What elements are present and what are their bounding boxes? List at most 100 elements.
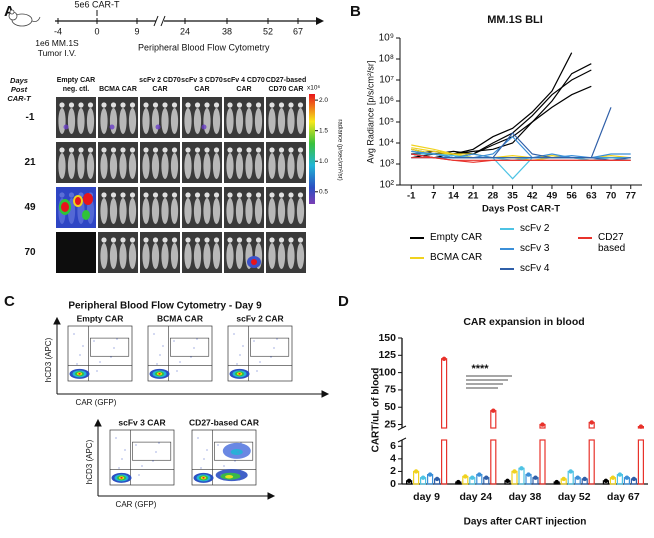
mouse-body	[161, 153, 169, 179]
event-dot	[138, 474, 140, 476]
mouse-head	[288, 237, 294, 243]
mouse-head	[213, 147, 220, 153]
event-dot	[124, 449, 126, 451]
mouse-head	[120, 192, 126, 198]
mouse-head	[288, 147, 294, 153]
signal-blob	[83, 193, 93, 205]
data-line	[411, 135, 631, 159]
x-tick-label: day 67	[607, 491, 640, 503]
mouse-head	[297, 192, 304, 198]
mouse-body	[151, 198, 160, 224]
data-line	[411, 107, 612, 159]
event-dot	[239, 354, 241, 356]
mouse-head	[110, 237, 117, 243]
timeline-arrow	[316, 17, 324, 25]
event-dot	[259, 361, 261, 363]
mouse-body	[142, 108, 150, 134]
legend-label: scFv 3	[520, 243, 550, 254]
mouse-body	[277, 153, 286, 179]
mouse-head	[171, 102, 178, 108]
mean-dot	[533, 475, 538, 480]
mouse-head	[288, 102, 294, 108]
bli-image	[56, 232, 96, 273]
panel-label: B	[350, 3, 361, 20]
mouse-head	[129, 102, 136, 108]
mouse-head	[143, 192, 149, 198]
mouse-body	[100, 108, 108, 134]
mouse-body	[245, 108, 253, 134]
mouse-body	[287, 153, 295, 179]
legend-label: scFv 4	[520, 263, 550, 274]
mouse-head	[120, 147, 126, 153]
mouse-head	[194, 192, 201, 198]
signal-blob	[75, 197, 81, 205]
mouse-body	[151, 153, 160, 179]
mouse-head	[162, 237, 168, 243]
timeline-tick-label: 24	[180, 26, 190, 36]
event-dot	[113, 347, 115, 349]
plot-title: BCMA CAR	[157, 313, 203, 323]
mouse-body	[203, 153, 211, 179]
significance: ****	[471, 363, 489, 375]
colorbar-tick-label: 2.0	[319, 97, 328, 104]
mouse-body	[235, 198, 244, 224]
mouse-head	[204, 192, 210, 198]
mouse-body	[268, 108, 276, 134]
mouse-head	[227, 237, 233, 243]
mouse-head	[129, 192, 136, 198]
event-dot	[206, 449, 208, 451]
mouse-body	[119, 108, 127, 134]
event-dot	[93, 340, 95, 342]
mouse-head	[162, 102, 168, 108]
mouse-head	[87, 147, 94, 153]
density-blob	[158, 373, 161, 375]
mouse-body	[77, 153, 85, 179]
y-axis-label: hCD3 (APC)	[44, 337, 53, 382]
event-dot	[242, 345, 244, 347]
x-tick-label: 7	[431, 191, 436, 202]
mouse-body	[109, 243, 118, 269]
mean-dot	[638, 424, 644, 429]
bli-image	[266, 187, 306, 228]
mouse-body	[203, 198, 211, 224]
mean-dot	[413, 469, 419, 474]
mouse-head	[129, 147, 136, 153]
bar	[441, 439, 448, 485]
mouse-head	[59, 147, 65, 153]
mean-dot	[427, 472, 433, 477]
legend-item: scFv 4	[500, 263, 549, 274]
mouse-body	[100, 153, 108, 179]
mouse-body	[161, 243, 169, 269]
mean-dot	[589, 420, 594, 425]
y-tick-label: 10⁴	[379, 138, 394, 149]
axis-break	[153, 15, 166, 27]
mouse-body	[226, 108, 234, 134]
y-tick-label: 10³	[380, 159, 395, 170]
mouse-body	[170, 108, 179, 134]
column-header: scFv 4 CD70 CAR	[223, 77, 265, 93]
mouse-body	[67, 153, 76, 179]
bli-image	[140, 142, 180, 183]
mouse-head	[120, 237, 126, 243]
mouse-head	[278, 237, 285, 243]
mouse-body	[193, 198, 202, 224]
mouse-body	[142, 243, 150, 269]
mouse-body	[277, 243, 286, 269]
mean-dot	[477, 472, 482, 477]
x-axis-label: CAR (GFP)	[76, 398, 117, 407]
mean-dot	[575, 475, 580, 480]
flow-title: Peripheral Blood Flow Cytometry - Day 9	[68, 301, 262, 312]
mouse-head	[288, 192, 294, 198]
mouse-body	[119, 198, 127, 224]
mouse-head	[255, 147, 262, 153]
mouse-body	[235, 108, 244, 134]
mouse-head	[213, 237, 220, 243]
mouse-body	[268, 243, 276, 269]
mean-dot	[540, 422, 545, 427]
mouse-head	[236, 192, 243, 198]
event-dot	[135, 444, 137, 446]
mouse-head	[297, 237, 304, 243]
mouse-icon	[8, 9, 41, 27]
x-tick-label: day 9	[413, 491, 440, 503]
mouse-head	[185, 237, 191, 243]
